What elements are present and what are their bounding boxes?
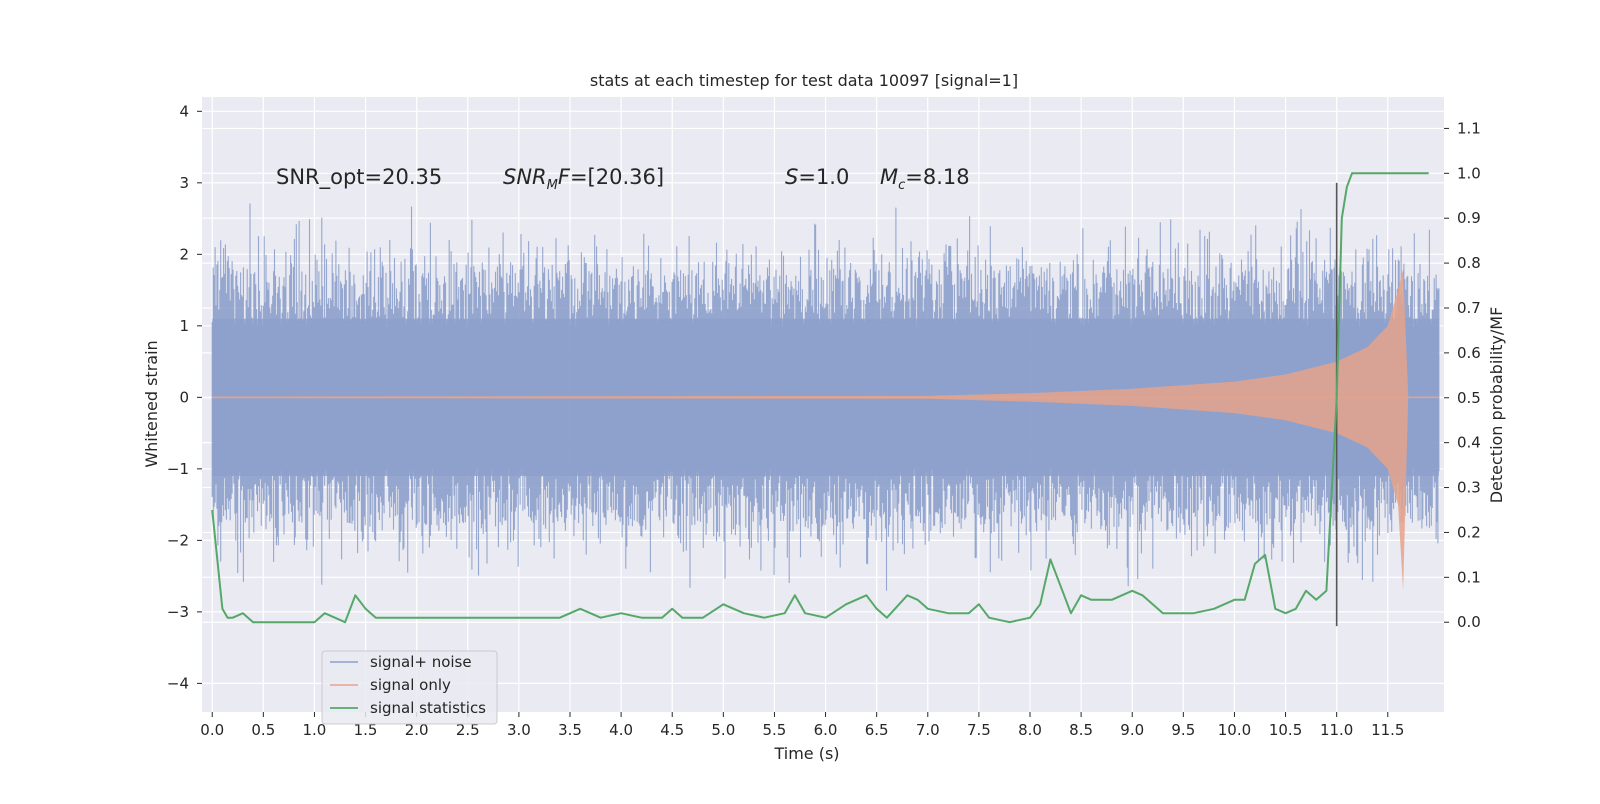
x-tick-label: 4.5 xyxy=(660,721,684,739)
y2-tick-label: 0.8 xyxy=(1457,254,1481,272)
x-tick-label: 10.0 xyxy=(1218,721,1251,739)
x-tick-label: 11.0 xyxy=(1320,721,1353,739)
annotation-s-value: =1.0 xyxy=(798,165,849,189)
y2-tick-label: 0.3 xyxy=(1457,479,1481,497)
y2-tick-label: 0.9 xyxy=(1457,209,1481,227)
x-tick-label: 5.5 xyxy=(763,721,787,739)
legend-label-signal-only: signal only xyxy=(370,676,451,694)
x-tick-label: 3.5 xyxy=(558,721,582,739)
x-tick-label: 0.0 xyxy=(200,721,224,739)
x-tick-label: 7.0 xyxy=(916,721,940,739)
x-tick-label: 1.5 xyxy=(354,721,378,739)
y-tick-label: 2 xyxy=(179,245,189,263)
legend: signal+ noise signal only signal statist… xyxy=(321,650,498,725)
y2-tick-label: 0.2 xyxy=(1457,523,1481,541)
y2-tick-label: 0.0 xyxy=(1457,613,1481,631)
signal-statistics-line xyxy=(211,172,1429,624)
y2-tick-label: 0.5 xyxy=(1457,389,1481,407)
y-tick-label: 0 xyxy=(179,388,189,406)
x-tick-label: 7.5 xyxy=(967,721,991,739)
x-tick-label: 3.0 xyxy=(507,721,531,739)
y2-tick-label: 0.1 xyxy=(1457,568,1481,586)
signal-only-series xyxy=(212,268,1439,591)
x-tick-label: 6.0 xyxy=(814,721,838,739)
x-tick-label: 9.0 xyxy=(1120,721,1144,739)
legend-box xyxy=(321,650,498,725)
x-tick-label: 11.5 xyxy=(1371,721,1404,739)
annotation-snr-mf: SNRMF=[20.36] xyxy=(503,165,664,193)
x-tick-label: 10.5 xyxy=(1269,721,1302,739)
legend-label-signal-statistics: signal statistics xyxy=(370,699,486,717)
x-tick-label: 9.5 xyxy=(1171,721,1195,739)
annotation-s: S=1.0 xyxy=(785,165,849,189)
axis-ticks: 0.0 0.5 1.0 1.5 2.0 2.5 3.0 3.5 4.0 4.5 5.0 5.5 6.0 6… xyxy=(167,102,1481,739)
x-tick-label: 4.0 xyxy=(609,721,633,739)
x-tick-label: 2.5 xyxy=(456,721,480,739)
chart-title: stats at each timestep for test data 100… xyxy=(590,71,1018,90)
annotation-snr-opt: SNR_opt=20.35 xyxy=(276,165,442,190)
y-tick-label: −4 xyxy=(167,674,189,692)
annotation-mc-value: =8.18 xyxy=(905,165,969,189)
legend-label-signal-noise: signal+ noise xyxy=(370,653,472,671)
x-tick-label: 0.5 xyxy=(251,721,275,739)
y-tick-label: 4 xyxy=(179,102,189,120)
x-axis-label: Time (s) xyxy=(773,744,839,763)
x-tick-label: 6.5 xyxy=(865,721,889,739)
y2-axis-label: Detection probability/MF xyxy=(1487,307,1506,504)
annotation-snr-mf-value: =[20.36] xyxy=(570,165,664,189)
y-tick-label: −1 xyxy=(167,460,189,478)
y-tick-label: −2 xyxy=(167,531,189,549)
x-tick-label: 8.0 xyxy=(1018,721,1042,739)
signal-statistics-series xyxy=(211,172,1429,624)
y2-tick-label: 0.7 xyxy=(1457,299,1481,317)
x-tick-label: 1.0 xyxy=(303,721,327,739)
y-tick-label: 3 xyxy=(179,174,189,192)
y-axis-label: Whitened strain xyxy=(142,340,161,467)
y2-tick-label: 1.1 xyxy=(1457,119,1481,137)
annotations: SNR_opt=20.35 SNRMF=[20.36] S=1.0 Mc=8.1… xyxy=(276,165,970,193)
annotation-mc: Mc=8.18 xyxy=(880,165,970,193)
y2-tick-label: 0.6 xyxy=(1457,344,1481,362)
y2-tick-label: 1.0 xyxy=(1457,164,1481,182)
y2-tick-label: 0.4 xyxy=(1457,434,1481,452)
x-tick-label: 8.5 xyxy=(1069,721,1093,739)
y-tick-label: −3 xyxy=(167,603,189,621)
x-tick-label: 5.0 xyxy=(711,721,735,739)
x-tick-label: 2.0 xyxy=(405,721,429,739)
y-tick-label: 1 xyxy=(179,317,189,335)
